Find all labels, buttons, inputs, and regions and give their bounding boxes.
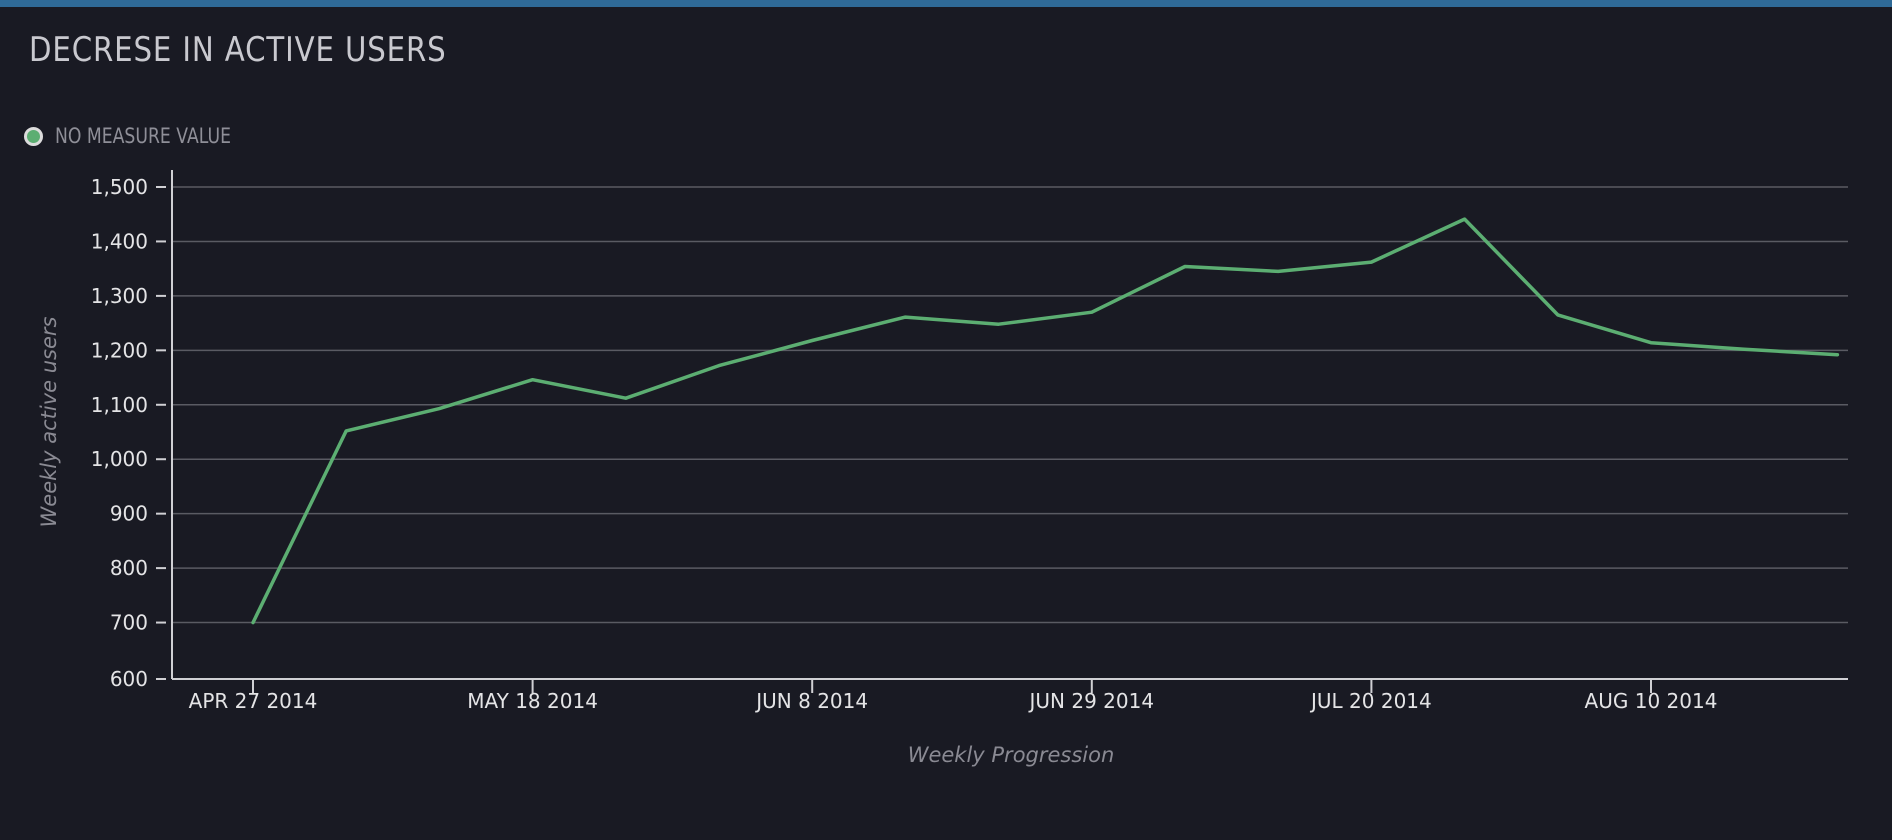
data-point[interactable] xyxy=(715,362,723,370)
data-point[interactable] xyxy=(622,394,630,402)
series-line[interactable] xyxy=(251,217,1840,625)
y-tick-label: 1,400 xyxy=(91,229,148,253)
y-tick-label: 1,000 xyxy=(91,447,148,471)
data-point[interactable] xyxy=(1647,339,1655,347)
x-tick-label: APR 27 2014 xyxy=(189,689,318,713)
data-point[interactable] xyxy=(529,376,537,384)
y-tick-label: 700 xyxy=(110,611,148,635)
x-tick-label: AUG 10 2014 xyxy=(1585,689,1718,713)
y-tick-label: 1,100 xyxy=(91,393,148,417)
data-point[interactable] xyxy=(342,427,350,435)
y-tick-label: 800 xyxy=(110,556,148,580)
x-tick-label: JUL 20 2014 xyxy=(1309,689,1432,713)
data-point[interactable] xyxy=(1554,311,1562,319)
grid-layer xyxy=(172,186,1848,624)
x-tick-label: JUN 29 2014 xyxy=(1028,689,1155,713)
x-tick-label: JUN 8 2014 xyxy=(754,689,868,713)
legend-label: NO MEASURE VALUE xyxy=(55,124,231,148)
series-layer xyxy=(249,215,1841,627)
x-tick-layer: APR 27 2014 MAY 18 2014 JUN 8 2014 JUN 29 2… xyxy=(189,679,1718,713)
data-point[interactable] xyxy=(995,320,1003,328)
top-accent-bar xyxy=(0,0,1892,7)
y-axis-title: Weekly active users xyxy=(37,316,61,527)
legend[interactable]: NO MEASURE VALUE xyxy=(24,121,270,151)
data-point[interactable] xyxy=(249,619,257,627)
data-point[interactable] xyxy=(1274,267,1282,275)
data-point[interactable] xyxy=(1088,308,1096,316)
data-point[interactable] xyxy=(1181,262,1189,270)
y-tick-label: 1,300 xyxy=(91,284,148,308)
y-tick-label: 600 xyxy=(110,667,148,691)
data-point[interactable] xyxy=(1833,351,1841,359)
data-point[interactable] xyxy=(1740,345,1748,353)
data-point[interactable] xyxy=(1367,258,1375,266)
data-point[interactable] xyxy=(1461,215,1469,223)
data-point[interactable] xyxy=(901,313,909,321)
data-point[interactable] xyxy=(435,405,443,413)
x-axis-title: Weekly Progression xyxy=(908,743,1115,767)
y-tick-layer: 600 700 800 900 1,000 1,100 1,200 1,300 1,400 1,5… xyxy=(91,175,166,691)
data-point[interactable] xyxy=(808,337,816,345)
legend-marker-icon[interactable] xyxy=(24,126,43,146)
y-tick-label: 1,200 xyxy=(91,338,148,362)
x-tick-label: MAY 18 2014 xyxy=(467,689,598,713)
chart-title: DECRESE IN ACTIVE USERS xyxy=(29,30,447,70)
y-tick-label: 1,500 xyxy=(91,175,148,199)
axis-layer xyxy=(171,170,1848,680)
y-tick-label: 900 xyxy=(110,502,148,526)
